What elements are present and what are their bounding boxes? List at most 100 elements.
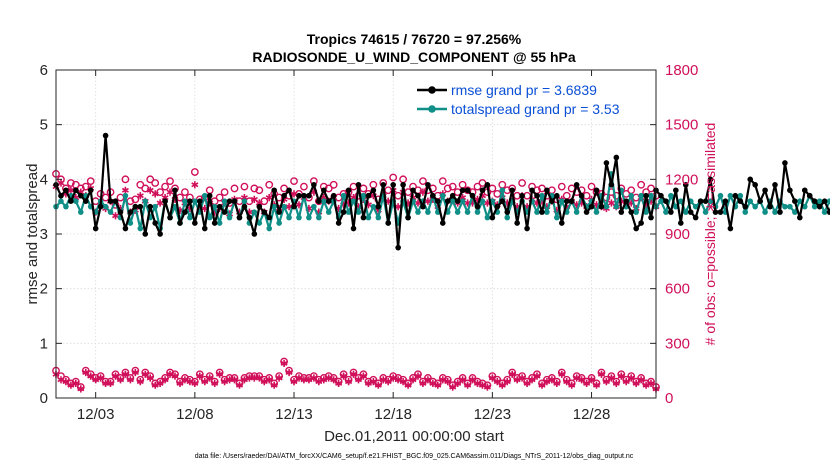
rmse-marker [435,198,441,204]
rmse-marker [449,192,456,199]
rmse-marker [68,198,74,204]
spread-marker [350,198,357,204]
rmse-marker [117,209,124,215]
obs-low-assimilated-marker [340,372,348,380]
rmse-marker [757,198,763,204]
spread-marker [425,209,431,215]
obs-possible-marker [557,182,566,191]
rmse-marker [682,182,689,188]
x-tick-label: 12/03 [77,406,115,423]
spread-marker [241,198,248,204]
rmse-marker [360,214,367,221]
obs-low-assimilated-marker [409,376,417,384]
obs-possible-marker [359,184,368,193]
obs-low-assimilated-marker [161,376,169,384]
obs-low-assimilated-marker [181,376,189,384]
spread-marker [638,192,644,199]
rmse-marker [752,182,758,188]
spread-marker [77,209,84,215]
rmse-marker [806,192,813,199]
rmse-marker [648,214,654,221]
obs-low-assimilated-marker [449,383,457,391]
obs-low-assimilated-marker [558,370,566,378]
rmse-marker [623,198,630,204]
obs-low-assimilated-marker [404,381,412,389]
obs-low-assimilated-marker [310,374,318,382]
rmse-marker [469,192,476,199]
x-axis: 12/03 12/08 12/13 12/18 12/23 12/28 [77,70,610,423]
obs-low-assimilated-marker [295,374,303,382]
spread-marker [534,209,540,215]
rmse-marker [241,203,248,210]
obs-possible-marker [419,177,427,186]
obs-assimilated-marker [146,186,154,194]
rmse-marker [82,198,89,204]
rmse-marker [816,203,823,210]
obs-low-assimilated-marker [439,376,447,384]
spread-marker [747,198,754,204]
legend-spread-marker [428,105,436,113]
rmse-marker [444,198,451,204]
rmse-marker [177,220,183,226]
spread-marker [311,203,317,210]
obs-low-assimilated-marker [275,374,283,382]
rmse-marker [459,187,466,194]
y-tick-label: 2 [40,281,48,298]
obs-low-assimilated-marker [374,381,382,389]
rmse-marker [92,225,99,232]
obs-possible-marker [637,180,646,189]
obs-low-assimilated-marker [459,376,467,384]
obs-low-assimilated-marker [349,370,358,378]
rmse-marker [236,214,243,221]
rmse-marker [697,198,704,204]
obs-assimilated-marker [290,190,298,198]
obs-low-assimilated-marker [57,376,65,384]
obs-low-assimilated-marker [364,379,372,387]
obs-low-assimilated-marker [568,381,576,389]
obs-low-assimilated-marker [97,374,105,382]
rmse-marker [286,187,292,194]
spread-marker [251,209,258,215]
y-axis-label: rmse and totalspread [24,164,41,305]
rmse-marker [504,209,511,215]
obs-low-assimilated-marker [632,379,640,387]
rmse-marker [276,209,282,215]
spread-marker [792,209,798,215]
rmse-marker [677,220,684,226]
obs-assimilated-marker [265,194,273,202]
y-right-tick-label: 1500 [665,117,698,134]
spread-marker [415,209,421,215]
spread-marker [707,198,714,204]
rmse-marker [554,192,560,199]
spread-marker [752,203,758,210]
obs-possible-marker [161,182,169,191]
spread-marker [633,209,639,215]
obs-low-assimilated-marker [473,379,482,387]
spread-marker [801,203,808,210]
rmse-marker [484,182,491,188]
rmse-marker [544,187,550,194]
spread-marker [271,203,277,210]
obs-low-assimilated-marker [553,379,561,387]
spread-marker [459,198,466,204]
rmse-marker [192,220,198,226]
rmse-marker [673,187,679,194]
spread-marker [370,203,377,210]
obs-low-assimilated-marker [444,378,452,386]
rmse-marker [340,209,347,215]
spread-marker [454,209,461,215]
obs-possible-marker [389,173,398,182]
rmse-marker [112,198,119,204]
rmse-marker [772,182,778,188]
spread-marker [216,220,223,226]
obs-possible-marker [220,188,229,196]
y-tick-label: 0 [40,390,48,407]
rmse-marker [643,192,649,199]
obs-low-assimilated-marker [389,374,397,382]
y-right-tick-label: 900 [665,226,690,243]
obs-possible-marker [101,193,110,202]
obs-low-assimilated-marker [419,379,427,387]
rmse-marker [454,198,461,204]
rmse-marker [712,209,719,215]
obs-low-assimilated-marker [107,379,115,387]
